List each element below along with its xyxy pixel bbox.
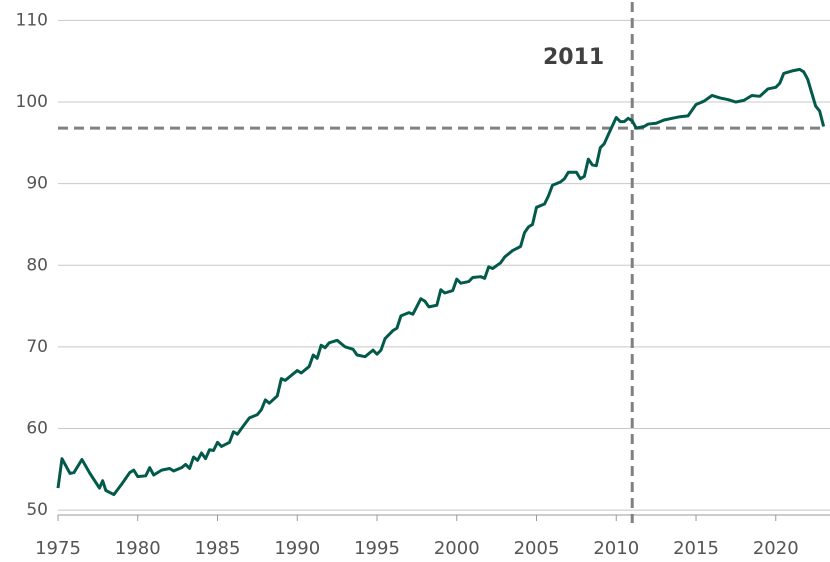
x-tick-label: 2015 (673, 538, 719, 559)
y-tick-label: 70 (26, 337, 48, 357)
x-tick-label: 1985 (195, 538, 241, 559)
x-tick-label: 2010 (593, 538, 639, 559)
y-tick-label: 110 (16, 10, 48, 30)
y-tick-label: 80 (26, 255, 48, 275)
x-tick-label: 1975 (35, 538, 81, 559)
x-tick-label: 2020 (753, 538, 799, 559)
y-tick-label: 50 (26, 500, 48, 520)
y-tick-label: 60 (26, 418, 48, 438)
annotation: 2011 (543, 45, 604, 70)
x-tick-label: 2005 (514, 538, 560, 559)
x-tick-label: 1980 (115, 538, 161, 559)
data-line (56, 67, 826, 497)
y-tick-label: 100 (16, 92, 48, 112)
x-tick-label: 1990 (274, 538, 320, 559)
x-tick-label: 1995 (354, 538, 400, 559)
y-tick-label: 90 (26, 174, 48, 194)
x-tick-label: 2000 (434, 538, 480, 559)
